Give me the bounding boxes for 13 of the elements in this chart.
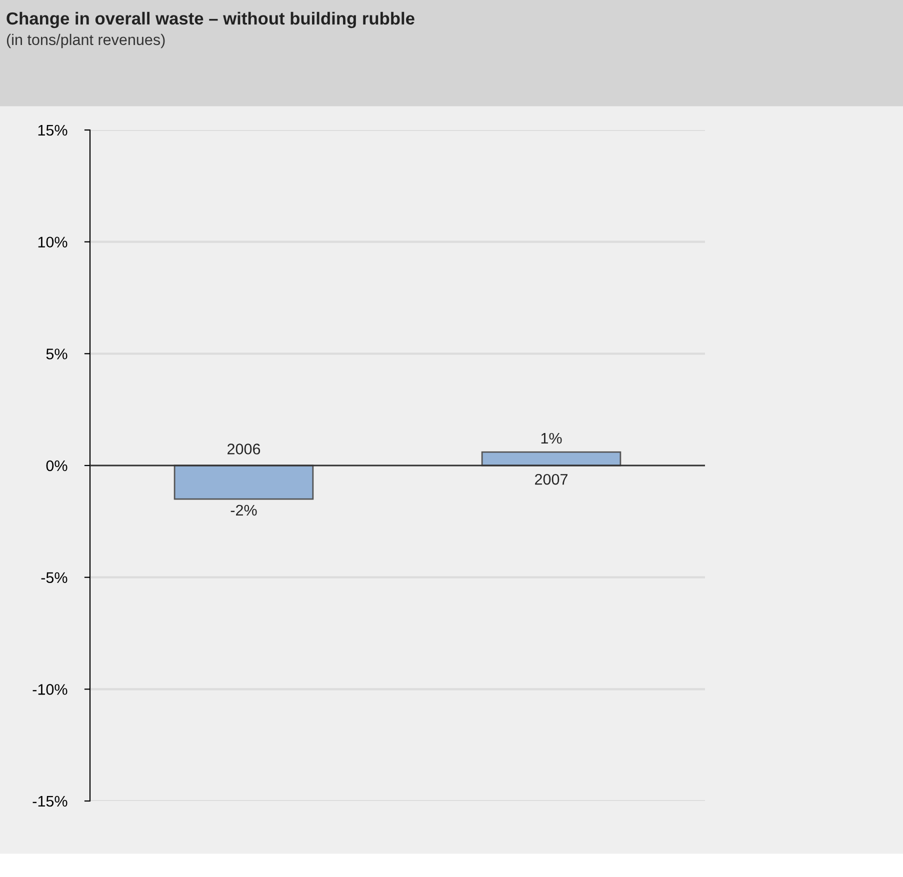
- y-tick-label: -5%: [41, 572, 68, 584]
- x-tick-label: 2007: [535, 474, 568, 485]
- y-tick-label: 15%: [38, 124, 68, 136]
- chart-subtitle: (in tons/plant revenues): [6, 34, 165, 48]
- y-tick-label: 5%: [46, 348, 68, 360]
- y-tick-label: 10%: [38, 236, 68, 248]
- data-label: 1%: [541, 432, 562, 444]
- data-label: -2%: [230, 504, 257, 516]
- chart-title: Change in overall waste – without building rubble: [6, 12, 414, 28]
- y-tick-label: -10%: [32, 684, 68, 695]
- y-tick-label: -15%: [32, 796, 68, 807]
- y-tick-label: 0%: [46, 460, 68, 472]
- x-tick-label: 2006: [228, 444, 260, 454]
